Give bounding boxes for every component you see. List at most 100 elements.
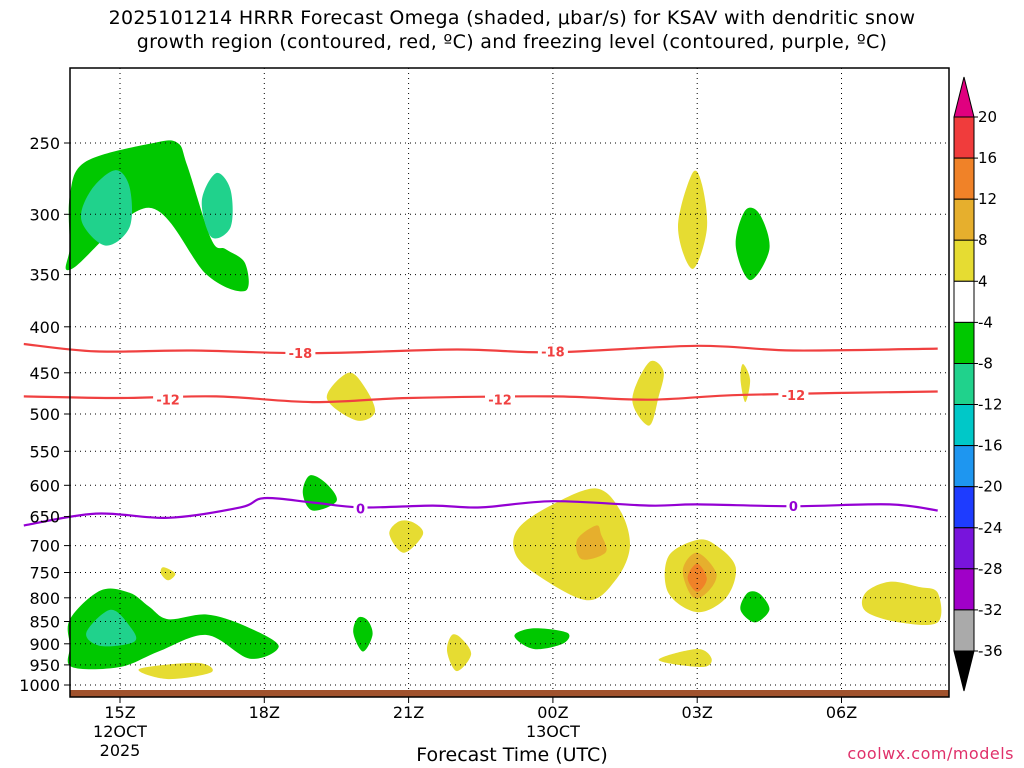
colorbar-bin-6 [953, 321, 975, 364]
x-axis-label: Forecast Time (UTC) [416, 744, 608, 766]
omega-region-11 [389, 520, 424, 553]
y-tick-label-800: 800 [29, 589, 60, 608]
omega-shading-layer [65, 140, 942, 680]
colorbar-label-10: -24 [978, 519, 1003, 537]
colorbar-label-1: 16 [978, 149, 997, 167]
colorbar-label-6: -8 [978, 355, 993, 373]
omega-region-16 [576, 525, 607, 560]
contour-label-bg-1-1 [485, 391, 515, 408]
x-tick-year-15Z: 2025 [100, 741, 141, 760]
x-tick-label-03Z: 03Z [682, 703, 713, 722]
colorbar-bin-7 [953, 363, 975, 406]
plot-frame [69, 67, 950, 698]
contour-line-2 [23, 496, 938, 527]
colorbar-bin-10 [953, 486, 975, 529]
contour-label-bg-1-0 [153, 391, 184, 408]
colorbar-label-0: 20 [978, 108, 997, 126]
omega-region-1 [80, 170, 133, 246]
colorbar-label-9: -20 [978, 478, 1003, 496]
y-tick-label-600: 600 [29, 476, 60, 495]
omega-region-24 [861, 581, 942, 626]
colorbar-bin-8 [953, 404, 975, 447]
omega-region-6 [353, 616, 373, 652]
grid-layer [70, 68, 949, 697]
colorbar-bin-4 [953, 239, 975, 282]
y-tick-label-850: 850 [29, 613, 60, 632]
omega-region-10 [326, 372, 376, 421]
contour-label-bg-0-1 [537, 343, 568, 360]
x-tick-label-06Z: 06Z [826, 703, 857, 722]
x-tick-label-21Z: 21Z [393, 703, 424, 722]
omega-region-13 [138, 662, 213, 680]
contour-label-0-1: -18 [541, 345, 565, 360]
contour-label-bg-2-0 [353, 500, 368, 517]
colorbar-label-7: -12 [978, 396, 1003, 414]
x-tick-label-00Z: 00Z [537, 703, 568, 722]
colorbar-bin-12 [953, 568, 975, 611]
y-tick-label-1000: 1000 [19, 676, 60, 695]
omega-region-4 [86, 609, 137, 647]
colorbar-bin-13 [953, 609, 975, 652]
contour-label-0-0: -18 [289, 347, 313, 362]
contour-label-bg-2-1 [786, 498, 801, 515]
omega-region-19 [687, 563, 707, 592]
omega-region-15 [513, 488, 630, 601]
colorbar-label-8: -16 [978, 437, 1003, 455]
contour-label-bg-0-0 [285, 345, 316, 362]
y-tick-label-300: 300 [29, 205, 60, 224]
omega-region-9 [740, 591, 770, 623]
colorbar-label-5: -4 [978, 313, 993, 331]
contour-label-2-0: 0 [356, 503, 365, 518]
y-tick-label-550: 550 [29, 442, 60, 461]
colorbar-label-2: 12 [978, 190, 997, 208]
colorbar-label-3: 8 [978, 231, 988, 249]
x-tick-label-18Z: 18Z [249, 703, 280, 722]
contour-labels-layer: -18 -18 -12 -12 -12 0 0 [153, 343, 809, 518]
y-tick-label-400: 400 [29, 318, 60, 337]
omega-region-2 [201, 172, 233, 239]
credit-link[interactable]: coolwx.com/models [847, 744, 1014, 763]
contour-label-1-1: -12 [488, 394, 512, 409]
y-tick-label-450: 450 [29, 364, 60, 383]
omega-region-20 [678, 170, 708, 269]
omega-region-22 [740, 364, 751, 403]
surface-layer [70, 690, 949, 697]
omega-region-23 [658, 648, 712, 668]
colorbar-label-12: -32 [978, 601, 1003, 619]
colorbar-bin-2 [953, 157, 975, 200]
omega-region-7 [514, 628, 570, 650]
chart-title: 2025101214 HRRR Forecast Omega (shaded, … [0, 6, 1024, 54]
y-tick-label-350: 350 [29, 266, 60, 285]
colorbar-bin-1 [953, 116, 975, 159]
chart-title-line2: growth region (contoured, red, ºC) and f… [136, 31, 888, 53]
y-axis: 250 300 350 400 450 500 550 600 650 700 750 800 850 9… [19, 134, 70, 695]
colorbar: 20 16 12 8 4 -4 -8 -12 -16 -20 -24 -28 -32 -36 [953, 76, 1003, 692]
colorbar-label-11: -28 [978, 560, 1003, 578]
contour-label-2-1: 0 [789, 500, 798, 515]
contour-line-0 [23, 342, 938, 355]
contour-label-bg-1-2 [778, 386, 809, 403]
y-tick-label-250: 250 [29, 134, 60, 153]
y-tick-label-900: 900 [29, 635, 60, 654]
x-tick-label-15Z: 15Z [104, 703, 135, 722]
x-tick-sublabel-00Z: 13OCT [526, 722, 580, 741]
y-tick-label-700: 700 [29, 537, 60, 556]
ground-surface [70, 690, 949, 697]
x-tick-sublabel-15Z: 12OCT [93, 722, 147, 741]
colorbar-label-13: -36 [978, 642, 1003, 660]
omega-region-21 [632, 360, 664, 426]
omega-region-12 [160, 567, 176, 581]
y-tick-label-950: 950 [29, 656, 60, 675]
colorbar-bin-5 [953, 280, 975, 323]
y-tick-label-500: 500 [29, 405, 60, 424]
chart-title-line1: 2025101214 HRRR Forecast Omega (shaded, … [108, 7, 916, 29]
colorbar-bin-3 [953, 198, 975, 241]
omega-region-8 [735, 207, 770, 281]
y-tick-label-750: 750 [29, 564, 60, 583]
omega-region-14 [446, 634, 472, 672]
colorbar-bin-9 [953, 445, 975, 488]
contour-label-1-2: -12 [782, 389, 806, 404]
colorbar-bin-11 [953, 527, 975, 570]
